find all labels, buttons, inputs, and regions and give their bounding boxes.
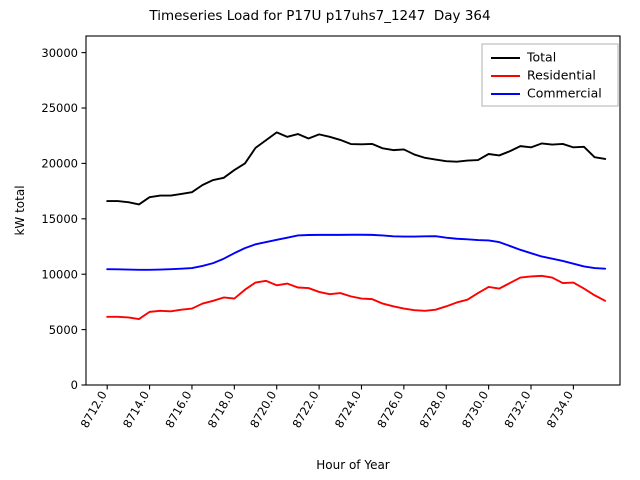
legend-label-commercial: Commercial xyxy=(527,86,602,101)
y-tick-label: 10000 xyxy=(41,267,78,281)
y-tick-label: 20000 xyxy=(41,157,78,171)
x-tick-label: 8722.0 xyxy=(289,389,321,431)
chart-title: Timeseries Load for P17U p17uhs7_1247 Da… xyxy=(149,8,491,24)
legend-label-residential: Residential xyxy=(527,68,596,83)
x-tick-label: 8720.0 xyxy=(247,389,279,431)
axes-group xyxy=(81,35,621,390)
x-tick-label: 8718.0 xyxy=(205,389,237,431)
legend-label-total: Total xyxy=(526,50,556,65)
y-tick-label: 30000 xyxy=(41,46,78,60)
axis-labels-group: 0 5000 10000 15000 20000 25000 30000 8712.0 8714… xyxy=(13,46,576,472)
data-lines-group xyxy=(106,131,607,321)
x-tick-label: 8726.0 xyxy=(374,389,406,431)
x-tick-label: 8730.0 xyxy=(459,388,491,430)
chart-legend: Total Residential Commercial xyxy=(481,43,619,107)
plot-frame xyxy=(85,35,621,386)
y-tick-label: 15000 xyxy=(41,212,78,226)
data-line-commercial xyxy=(106,233,607,271)
y-axis-title: kW total xyxy=(13,185,27,235)
y-tick-label: 5000 xyxy=(49,323,78,337)
x-tick-label: 8716.0 xyxy=(162,389,194,431)
x-tick-label: 8724.0 xyxy=(332,389,364,431)
x-tick-label: 8712.0 xyxy=(78,389,110,431)
x-tick-label: 8732.0 xyxy=(501,389,533,431)
x-tick-label: 8714.0 xyxy=(120,389,152,431)
y-tick-label: 0 xyxy=(71,378,78,392)
x-tick-label: 8734.0 xyxy=(544,389,576,431)
y-tick-label: 25000 xyxy=(41,101,78,115)
x-tick-label: 8728.0 xyxy=(417,389,449,431)
data-line-total xyxy=(106,131,607,206)
x-axis-title: Hour of Year xyxy=(316,458,390,472)
data-line-residential xyxy=(106,274,607,321)
